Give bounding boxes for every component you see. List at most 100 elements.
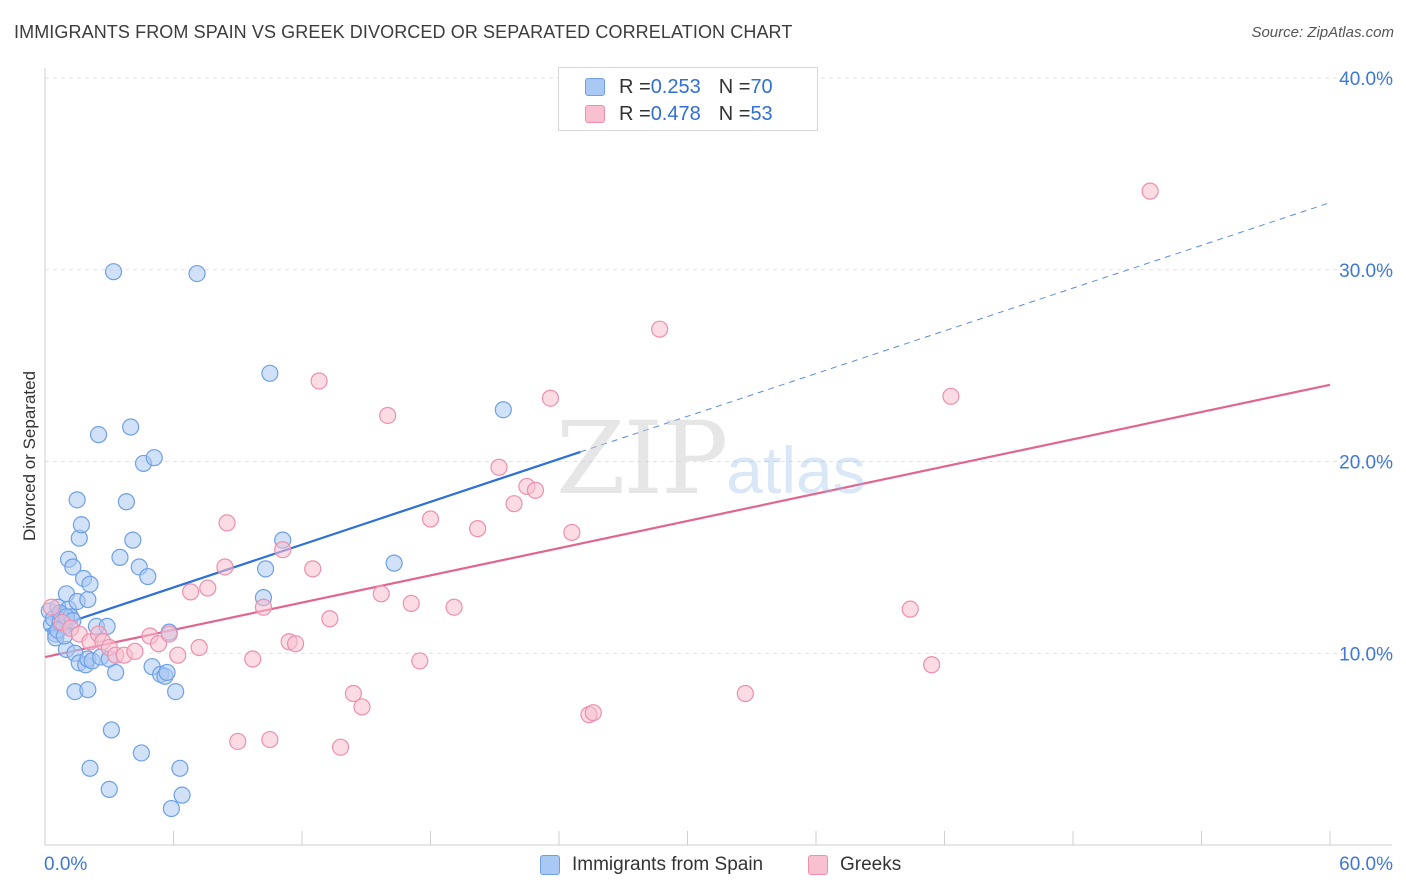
spain-point: [494, 401, 512, 419]
greek-point: [505, 495, 523, 513]
greek-point: [942, 387, 960, 405]
greek-point: [274, 541, 292, 559]
greek-point: [445, 598, 463, 616]
trend-line-spain: [44, 450, 581, 632]
y-axis-label: Divorced or Separated: [20, 370, 39, 542]
legend-r-label: R =: [619, 75, 651, 98]
spain-point: [139, 567, 157, 586]
greek-point: [421, 510, 440, 528]
spain-point: [79, 590, 97, 609]
spain-point: [72, 516, 91, 534]
greek-point: [411, 652, 429, 670]
series-label-greeks: Greeks: [840, 854, 902, 875]
spain-point: [79, 681, 97, 699]
legend-n-value: 70: [750, 75, 773, 98]
greek-point: [469, 520, 487, 538]
legend-n-label: N =: [718, 102, 751, 125]
spain-point: [145, 449, 163, 467]
greek-point: [372, 585, 390, 603]
greek-point: [218, 514, 236, 532]
y-tick-label: 20.0%: [1339, 453, 1393, 474]
spain-point: [124, 531, 142, 549]
greek-point: [584, 704, 602, 722]
spain-point: [81, 575, 99, 593]
greek-point: [923, 656, 941, 674]
grid-lines: [45, 77, 1392, 654]
watermark-atlas: atlas: [726, 433, 866, 507]
y-tick-label: 10.0%: [1339, 644, 1393, 665]
greek-point: [199, 579, 217, 597]
spain-point: [102, 721, 120, 739]
greek-point: [169, 646, 187, 664]
greek-point: [353, 698, 371, 716]
spain-point: [261, 364, 279, 382]
series-label-spain: Immigrants from Spain: [572, 854, 764, 875]
watermark-zip: ZIP: [556, 400, 728, 517]
spain-point: [111, 548, 129, 566]
greek-point: [563, 523, 581, 542]
greek-point: [379, 406, 397, 425]
greek-point: [261, 730, 279, 749]
greek-point: [736, 684, 754, 703]
chart-title: IMMIGRANTS FROM SPAIN VS GREEK DIVORCED …: [14, 22, 793, 42]
legend-row-spain: R = 0.253 N = 70: [585, 74, 773, 100]
watermark: ZIPatlas: [556, 400, 866, 517]
x-tick-label: 0.0%: [44, 854, 87, 875]
spain-point: [68, 491, 86, 509]
legend-r-label: R =: [619, 102, 651, 125]
legend-n-label: N =: [718, 75, 751, 98]
greek-point: [126, 642, 144, 660]
greek-point: [216, 558, 234, 576]
legend-n-value: 53: [750, 102, 773, 125]
series-legend-greeks: Greeks: [808, 852, 901, 878]
spain-point: [107, 663, 125, 682]
spain-point: [100, 780, 118, 798]
spain-point: [385, 554, 403, 572]
greek-point: [160, 625, 178, 643]
legend-swatch-spain: [585, 78, 605, 96]
series-swatch-spain: [540, 855, 560, 875]
greek-point: [901, 600, 919, 618]
greek-point: [490, 458, 508, 476]
legend-r-value: 0.478: [650, 102, 701, 125]
source-label: Source: ZipAtlas.com: [1251, 24, 1394, 41]
legend-r-value: 0.253: [650, 75, 701, 98]
spain-point: [173, 786, 191, 804]
greek-point: [402, 594, 420, 612]
greek-point: [149, 635, 168, 653]
spain-point: [171, 759, 189, 777]
greek-point: [304, 560, 322, 578]
greek-point: [651, 320, 669, 338]
axes: [44, 68, 1392, 846]
y-tick-label: 30.0%: [1339, 261, 1393, 282]
greek-point: [331, 738, 350, 756]
legend-swatch-greeks: [585, 105, 605, 123]
y-tick-label: 40.0%: [1339, 69, 1393, 90]
greek-point: [286, 635, 305, 653]
spain-point: [256, 560, 275, 578]
greek-point: [182, 583, 200, 601]
series-swatch-greeks: [808, 855, 828, 875]
greek-point: [244, 650, 262, 668]
greek-point: [229, 732, 247, 751]
spain-point: [162, 799, 180, 818]
greek-point: [254, 598, 273, 616]
x-tick-label: 60.0%: [1339, 854, 1393, 875]
series-legend-spain: Immigrants from Spain: [540, 852, 763, 878]
greek-point: [42, 598, 61, 616]
correlation-legend: R = 0.253 N = 70 R = 0.478 N = 53: [558, 67, 818, 131]
tick-labels: 10.0% 20.0% 30.0% 40.0% 0.0% 60.0%: [44, 69, 1393, 875]
spain-point: [89, 426, 108, 444]
spain-point: [117, 493, 135, 511]
spain-point: [104, 263, 123, 281]
greek-point: [344, 684, 362, 703]
greek-point: [190, 638, 208, 657]
spain-point: [158, 663, 176, 682]
spain-point: [122, 418, 140, 436]
greek-point: [1141, 182, 1159, 200]
spain-point: [188, 264, 206, 283]
spain-point: [132, 744, 150, 762]
spain-point: [81, 759, 99, 777]
greek-point: [310, 372, 328, 390]
